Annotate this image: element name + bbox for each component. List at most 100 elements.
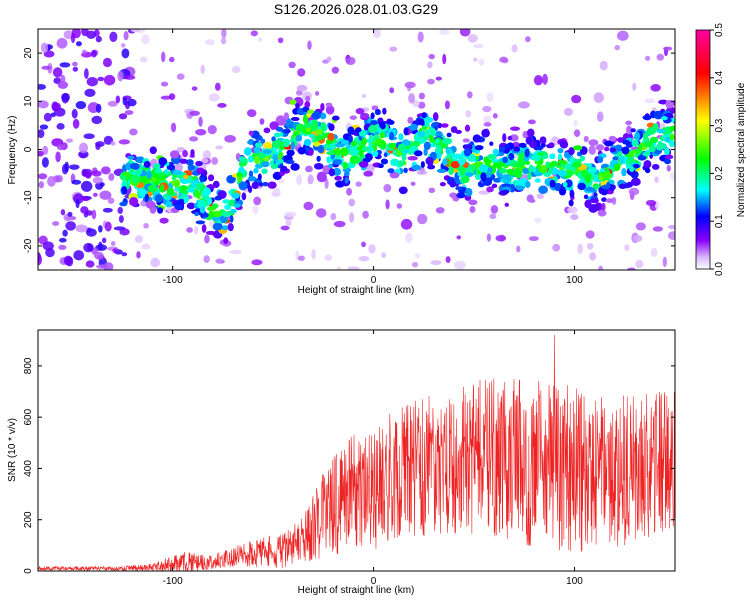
heatmap-cell <box>358 151 364 157</box>
heatmap-cell <box>483 115 492 123</box>
heatmap-cell <box>71 179 82 185</box>
heatmap-cell <box>279 132 284 137</box>
heatmap-cell <box>350 140 357 147</box>
heatmap-cell <box>348 198 356 207</box>
heatmap-cell <box>292 131 299 136</box>
heatmap-cell <box>195 190 202 200</box>
heatmap-cell <box>655 144 664 151</box>
heatmap-cell <box>445 256 451 264</box>
heatmap-cell <box>597 156 604 164</box>
heatmap-cell <box>669 133 675 141</box>
colorbar-tick-label: 0.3 <box>714 118 725 132</box>
heatmap-y-tick-label: 10 <box>23 95 34 107</box>
heatmap-cell <box>315 128 323 135</box>
heatmap-cell <box>229 249 242 255</box>
heatmap-cell <box>274 132 281 138</box>
heatmap-cell <box>585 230 595 239</box>
heatmap-cell <box>57 80 69 89</box>
heatmap-cell <box>250 30 258 37</box>
heatmap-cell <box>624 244 630 252</box>
heatmap-cell <box>307 109 315 114</box>
heatmap-cell <box>634 132 641 140</box>
heatmap-cell <box>344 177 349 184</box>
heatmap-cell <box>160 95 172 100</box>
heatmap-cell <box>332 167 342 176</box>
colorbar-label: Normalized spectral amplitude <box>736 82 747 217</box>
heatmap-cell <box>630 177 641 186</box>
heatmap-cell <box>279 118 287 126</box>
heatmap-cell <box>552 243 561 252</box>
heatmap-cell <box>325 105 335 115</box>
heatmap-cell <box>557 147 564 154</box>
heatmap-cell <box>619 156 625 165</box>
heatmap-cell <box>404 81 416 89</box>
heatmap-cell <box>82 49 87 54</box>
heatmap-cell <box>442 158 448 166</box>
heatmap-cell <box>502 133 507 143</box>
heatmap-cell <box>99 190 112 200</box>
heatmap-cell <box>605 198 615 203</box>
heatmap-cell <box>348 212 355 223</box>
heatmap-cell <box>563 107 573 116</box>
heatmap-y-tick-label: 20 <box>23 47 34 59</box>
heatmap-cell <box>358 129 367 137</box>
heatmap-cell <box>108 173 115 181</box>
heatmap-cell <box>480 172 487 182</box>
heatmap-cell <box>286 149 295 157</box>
heatmap-cell <box>109 31 118 43</box>
heatmap-cell <box>78 142 89 154</box>
heatmap-cell <box>508 169 519 176</box>
heatmap-cell <box>72 66 79 72</box>
heatmap-cell <box>425 156 434 166</box>
heatmap-cell <box>289 138 296 143</box>
heatmap-cell <box>349 115 357 120</box>
chart-title: S126.2026.028.01.03.G29 <box>274 1 438 17</box>
heatmap-cell <box>332 158 343 166</box>
heatmap-cell <box>180 193 186 200</box>
heatmap-cell <box>549 153 556 160</box>
heatmap-cell <box>102 207 113 213</box>
heatmap-cell <box>416 170 428 175</box>
heatmap-cell <box>271 192 279 197</box>
heatmap-cell <box>119 228 130 236</box>
heatmap-cell <box>186 159 194 166</box>
heatmap-cell <box>160 81 169 87</box>
snr-x-tick-label: 0 <box>371 576 377 587</box>
heatmap-cell <box>435 144 441 151</box>
heatmap-cell <box>246 109 257 118</box>
heatmap-cell <box>260 161 270 168</box>
heatmap-cell <box>645 199 657 206</box>
heatmap-cell <box>110 141 116 146</box>
heatmap-cell <box>130 29 140 33</box>
heatmap-cell <box>557 169 567 177</box>
heatmap-cell <box>314 91 320 96</box>
heatmap-cell <box>295 134 303 142</box>
heatmap-cell <box>548 142 555 148</box>
heatmap-cell <box>247 176 257 182</box>
heatmap-cell <box>186 227 193 233</box>
heatmap-cell <box>377 163 384 169</box>
heatmap-cell <box>372 150 379 158</box>
heatmap-cell <box>652 226 663 232</box>
heatmap-cell <box>549 179 556 188</box>
heatmap-cell <box>207 197 212 206</box>
heatmap-cell <box>663 46 673 51</box>
heatmap-cell <box>589 198 599 204</box>
heatmap-cell <box>577 243 583 254</box>
heatmap-cell <box>559 140 569 149</box>
heatmap-cell <box>324 254 333 261</box>
heatmap-cell <box>303 138 312 147</box>
heatmap-cell <box>434 131 443 138</box>
heatmap-cell <box>75 41 82 47</box>
heatmap-cell <box>583 135 589 143</box>
heatmap-cell <box>283 112 290 120</box>
heatmap-cell <box>254 155 260 165</box>
heatmap-cell <box>241 192 247 201</box>
heatmap-cell <box>602 171 612 179</box>
heatmap-cell <box>85 210 94 216</box>
heatmap-cell <box>643 160 652 169</box>
heatmap-cell <box>400 218 413 230</box>
snr-plot: -100 0 100 0 200 400 600 800 Height of straigh… <box>7 329 676 596</box>
heatmap-cell <box>545 161 550 168</box>
heatmap-cell <box>459 29 471 37</box>
